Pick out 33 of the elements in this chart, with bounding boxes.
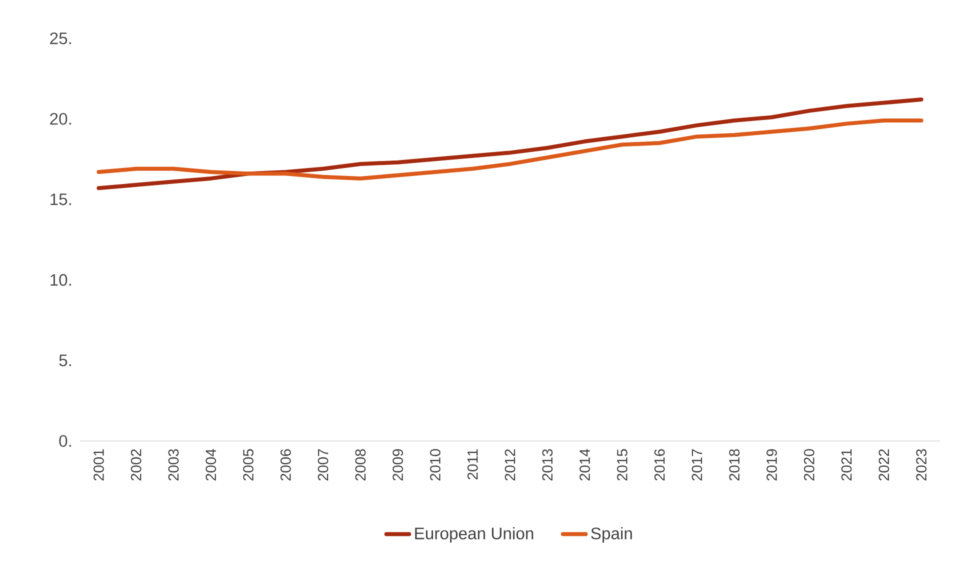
x-tick-label: 2023	[916, 449, 926, 480]
x-tick-label: 2004	[206, 448, 216, 480]
x-tick-label: 2021	[841, 449, 852, 480]
x-tick-label: 2008	[355, 449, 366, 480]
x-tick-label: 2017	[692, 449, 702, 480]
x-tick-label: 2020	[804, 449, 814, 480]
legend-label: European Union	[415, 527, 534, 543]
y-tick-label: 20.	[50, 112, 71, 125]
x-tick-label: 2005	[243, 449, 254, 480]
x-tick-label: 2013	[542, 449, 553, 480]
x-tick-label: 2009	[392, 449, 404, 480]
x-tick-label: 2002	[130, 449, 142, 480]
y-tick-label: 25.	[50, 32, 71, 44]
y-tick-label: 15.	[50, 194, 71, 206]
x-tick-label: 2007	[318, 449, 328, 480]
x-tick-label: 2015	[617, 449, 628, 480]
x-tick-label: 2019	[766, 449, 777, 480]
x-tick-label: 2022	[878, 449, 890, 480]
y-tick-label: 5.	[59, 354, 71, 366]
y-tick-label: 10.	[50, 274, 71, 286]
x-tick-label: 2016	[654, 449, 665, 480]
x-tick-label: 2012	[504, 449, 516, 480]
x-tick-label: 2003	[168, 449, 179, 480]
x-tick-label: 2006	[280, 449, 291, 480]
x-tick-label: 2014	[580, 448, 590, 480]
line-series	[96, 118, 924, 180]
legend-label: Spain	[591, 527, 632, 543]
x-tick-label: 2011	[467, 449, 478, 480]
x-tick-label: 2018	[729, 449, 740, 480]
x-tick-label: 2010	[430, 449, 440, 480]
y-tick-label: 0.	[59, 435, 71, 447]
line-series	[96, 98, 924, 190]
x-tick-label: 2001	[94, 449, 104, 480]
